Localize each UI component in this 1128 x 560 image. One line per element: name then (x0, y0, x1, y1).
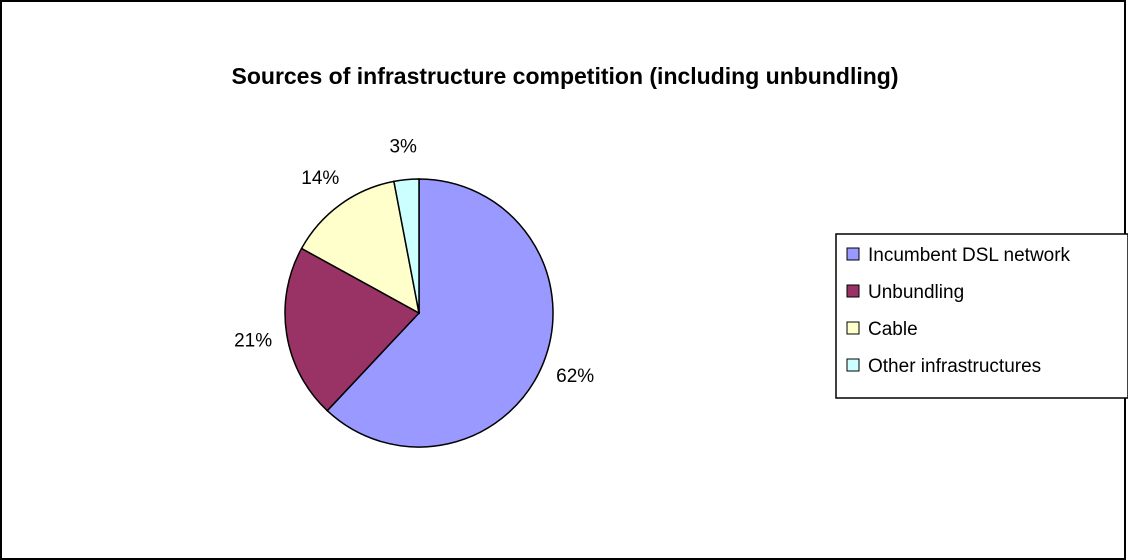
pie-chart: Sources of infrastructure competition (i… (232, 63, 1128, 448)
legend-label-other-infrastructures: Other infrastructures (868, 356, 1041, 377)
data-label-cable: 14% (301, 168, 339, 189)
pie-slice-other-infrastructures (393, 178, 420, 314)
chart-title: Sources of infrastructure competition (i… (232, 63, 899, 89)
legend-box (835, 233, 1128, 399)
pie-slice-incumbent-dsl-network (326, 178, 554, 448)
legend-swatch-other-infrastructures (846, 358, 860, 372)
legend-label-incumbent-dsl-network: Incumbent DSL network (868, 245, 1071, 266)
pie-slice-unbundling (284, 247, 421, 412)
legend-swatch-incumbent-dsl-network (846, 247, 860, 261)
legend-swatch-unbundling (846, 284, 860, 298)
data-label-incumbent-dsl-network: 62% (556, 366, 594, 387)
pie-slices (284, 178, 554, 448)
data-label-unbundling: 21% (234, 330, 272, 351)
data-label-other-infrastructures: 3% (389, 137, 417, 158)
pie-slice-cable (300, 180, 421, 315)
legend-label-cable: Cable (868, 319, 918, 340)
data-labels: 62% 21% 14% 3% (234, 137, 594, 387)
legend-label-unbundling: Unbundling (868, 282, 964, 303)
legend: Incumbent DSL network Unbundling Cable Othe… (835, 233, 1128, 399)
legend-swatch-cable (846, 321, 860, 335)
